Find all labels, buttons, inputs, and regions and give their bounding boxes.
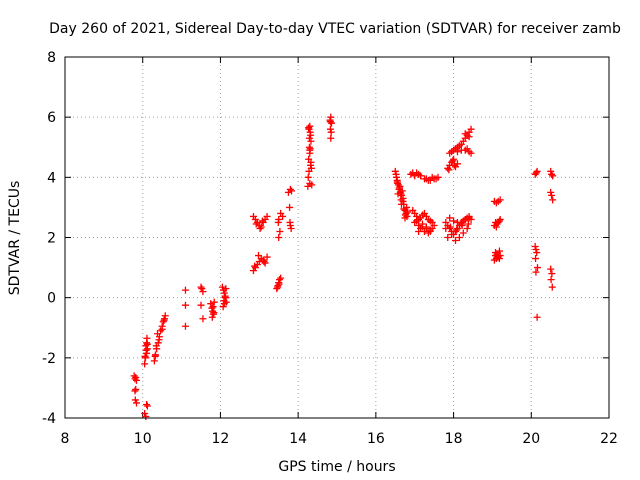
y-tick-label: 6 <box>47 110 56 126</box>
data-point <box>288 187 295 194</box>
data-point <box>143 335 150 342</box>
y-tick-label: 2 <box>47 231 56 247</box>
data-point <box>182 323 189 330</box>
y-tick-label: 4 <box>47 170 56 186</box>
x-tick-label: 10 <box>134 431 152 447</box>
data-point <box>143 401 150 408</box>
data-point <box>151 357 158 364</box>
data-point <box>534 314 541 321</box>
sdtvar-scatter-chart: Day 260 of 2021, Sidereal Day-to-day VTE… <box>0 0 640 480</box>
data-point <box>305 174 312 181</box>
data-point <box>141 360 148 367</box>
x-tick-label: 20 <box>522 431 540 447</box>
data-point <box>532 255 539 262</box>
data-points <box>131 114 556 420</box>
data-point <box>307 145 314 152</box>
x-tick-label: 22 <box>600 431 618 447</box>
data-point <box>532 269 539 276</box>
data-point <box>327 118 334 125</box>
y-tick-label: 8 <box>47 50 56 66</box>
data-point <box>144 402 151 409</box>
data-point <box>327 135 334 142</box>
y-tick-label: -2 <box>42 351 56 367</box>
data-point <box>276 228 283 235</box>
data-point <box>460 229 467 236</box>
data-point <box>548 270 555 277</box>
data-point <box>199 315 206 322</box>
data-point <box>182 302 189 309</box>
data-point <box>275 234 282 241</box>
data-point <box>211 299 218 306</box>
data-point <box>144 341 151 348</box>
data-point <box>152 353 159 360</box>
x-tick-label: 16 <box>367 431 385 447</box>
data-point <box>547 266 554 273</box>
y-axis-label: SDTVAR / TECUs <box>7 181 23 296</box>
data-point <box>445 166 452 173</box>
x-axis-label: GPS time / hours <box>278 459 395 475</box>
data-point <box>305 124 312 131</box>
data-point <box>198 302 205 309</box>
x-tick-label: 8 <box>61 431 70 447</box>
y-tick-label: 0 <box>47 291 56 307</box>
data-point <box>533 169 540 176</box>
data-point <box>182 287 189 294</box>
data-point <box>286 204 293 211</box>
x-tick-label: 14 <box>289 431 307 447</box>
x-tick-label: 18 <box>445 431 463 447</box>
x-tick-label: 12 <box>212 431 230 447</box>
data-point <box>549 284 556 291</box>
chart-title: Day 260 of 2021, Sidereal Day-to-day VTE… <box>49 21 621 37</box>
data-point <box>161 317 168 324</box>
data-point <box>534 264 541 271</box>
data-point <box>131 387 138 394</box>
data-point <box>548 276 555 283</box>
data-point <box>132 386 139 393</box>
y-tick-label: -4 <box>42 411 56 427</box>
data-point <box>549 196 556 203</box>
